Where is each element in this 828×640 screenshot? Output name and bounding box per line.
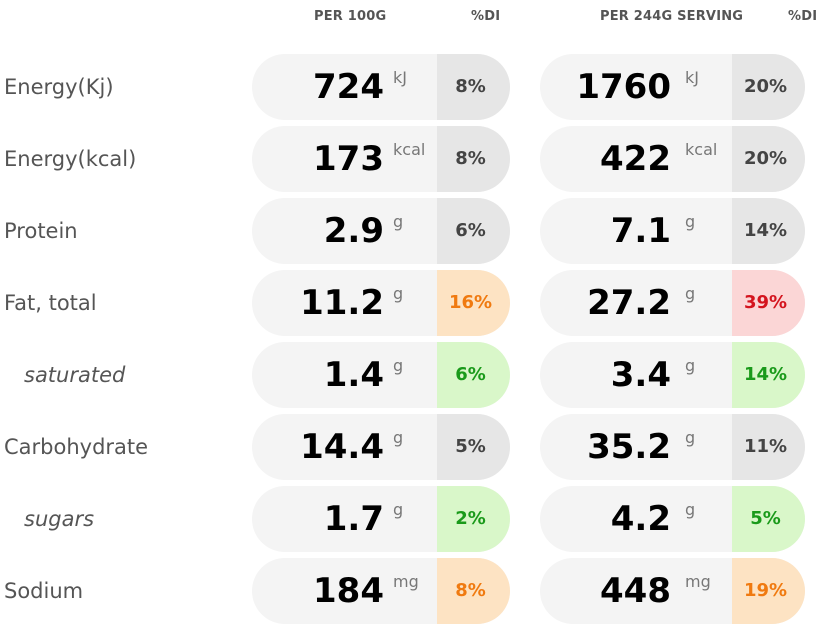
nutrient-label: Energy(Kj) xyxy=(4,75,114,99)
nutrient-row-saturated: saturated 1.4 g 6% 3.4 g 14% xyxy=(0,342,828,408)
per-100g-unit: g xyxy=(393,500,404,519)
per-serving-unit: g xyxy=(685,356,696,375)
header-di-serving: %DI xyxy=(788,9,818,24)
nutrient-label: Sodium xyxy=(4,579,84,603)
per-100g-unit: kcal xyxy=(393,140,426,159)
per-100g-pill: 173 kcal 8% xyxy=(252,126,510,192)
nutrient-row-sugars: sugars 1.7 g 2% 4.2 g 5% xyxy=(0,486,828,552)
per-100g-value: 1.7 xyxy=(323,499,384,539)
per-100g-pill: 1.7 g 2% xyxy=(252,486,510,552)
per-serving-di: 5% xyxy=(732,486,805,552)
per-serving-di: 20% xyxy=(732,126,805,192)
per-serving-pill: 27.2 g 39% xyxy=(540,270,805,336)
per-serving-unit: mg xyxy=(685,572,711,591)
per-100g-pill: 11.2 g 16% xyxy=(252,270,510,336)
header-per-serving: PER 244G SERVING xyxy=(600,9,744,24)
per-serving-pill: 422 kcal 20% xyxy=(540,126,805,192)
per-100g-value: 11.2 xyxy=(300,283,384,323)
nutrient-label: saturated xyxy=(24,363,126,387)
per-serving-unit: kcal xyxy=(685,140,718,159)
per-100g-value: 724 xyxy=(313,67,384,107)
per-100g-unit: mg xyxy=(393,572,419,591)
nutrient-row-protein: Protein 2.9 g 6% 7.1 g 14% xyxy=(0,198,828,264)
nutrient-row-fat-total: Fat, total 11.2 g 16% 27.2 g 39% xyxy=(0,270,828,336)
per-serving-unit: g xyxy=(685,212,696,231)
per-serving-value: 35.2 xyxy=(587,427,671,467)
per-100g-pill: 14.4 g 5% xyxy=(252,414,510,480)
per-100g-unit: g xyxy=(393,284,404,303)
per-100g-di: 8% xyxy=(437,558,510,624)
per-100g-di: 16% xyxy=(437,270,510,336)
per-100g-pill: 724 kJ 8% xyxy=(252,54,510,120)
per-serving-value: 27.2 xyxy=(587,283,671,323)
per-100g-value: 1.4 xyxy=(323,355,384,395)
per-100g-unit: g xyxy=(393,356,404,375)
per-100g-pill: 2.9 g 6% xyxy=(252,198,510,264)
nutrient-label: Fat, total xyxy=(4,291,97,315)
per-100g-di: 5% xyxy=(437,414,510,480)
per-100g-di: 6% xyxy=(437,198,510,264)
per-serving-pill: 1760 kJ 20% xyxy=(540,54,805,120)
per-100g-value: 173 xyxy=(313,139,384,179)
per-serving-unit: g xyxy=(685,500,696,519)
per-serving-pill: 448 mg 19% xyxy=(540,558,805,624)
nutrient-row-energy-kj: Energy(Kj) 724 kJ 8% 1760 kJ 20% xyxy=(0,54,828,120)
per-serving-value: 448 xyxy=(600,571,671,611)
header-di-100g: %DI xyxy=(471,9,501,24)
per-serving-unit: g xyxy=(685,284,696,303)
per-100g-value: 2.9 xyxy=(323,211,384,251)
per-100g-di: 8% xyxy=(437,54,510,120)
per-100g-di: 8% xyxy=(437,126,510,192)
per-100g-di: 2% xyxy=(437,486,510,552)
nutrient-row-sodium: Sodium 184 mg 8% 448 mg 19% xyxy=(0,558,828,624)
per-100g-value: 14.4 xyxy=(300,427,384,467)
per-serving-di: 14% xyxy=(732,342,805,408)
per-serving-pill: 7.1 g 14% xyxy=(540,198,805,264)
nutrient-row-energy-kcal: Energy(kcal) 173 kcal 8% 422 kcal 20% xyxy=(0,126,828,192)
nutrient-label: Protein xyxy=(4,219,78,243)
per-serving-value: 7.1 xyxy=(610,211,671,251)
per-100g-unit: g xyxy=(393,212,404,231)
per-serving-di: 20% xyxy=(732,54,805,120)
per-serving-di: 11% xyxy=(732,414,805,480)
per-serving-value: 3.4 xyxy=(610,355,671,395)
per-serving-pill: 4.2 g 5% xyxy=(540,486,805,552)
per-serving-unit: kJ xyxy=(685,68,699,87)
nutrient-label: Carbohydrate xyxy=(4,435,149,459)
per-serving-di: 39% xyxy=(732,270,805,336)
per-serving-pill: 3.4 g 14% xyxy=(540,342,805,408)
nutrient-label: sugars xyxy=(24,507,95,531)
per-serving-value: 1760 xyxy=(576,67,671,107)
per-serving-di: 14% xyxy=(732,198,805,264)
per-100g-value: 184 xyxy=(313,571,384,611)
per-100g-di: 6% xyxy=(437,342,510,408)
per-serving-di: 19% xyxy=(732,558,805,624)
per-100g-unit: g xyxy=(393,428,404,447)
per-serving-unit: g xyxy=(685,428,696,447)
per-100g-pill: 184 mg 8% xyxy=(252,558,510,624)
per-100g-pill: 1.4 g 6% xyxy=(252,342,510,408)
nutrient-row-carbohydrate: Carbohydrate 14.4 g 5% 35.2 g 11% xyxy=(0,414,828,480)
per-serving-value: 422 xyxy=(600,139,671,179)
header-per-100g: PER 100G xyxy=(314,9,387,24)
nutrient-label: Energy(kcal) xyxy=(4,147,137,171)
per-100g-unit: kJ xyxy=(393,68,407,87)
per-serving-pill: 35.2 g 11% xyxy=(540,414,805,480)
per-serving-value: 4.2 xyxy=(610,499,671,539)
